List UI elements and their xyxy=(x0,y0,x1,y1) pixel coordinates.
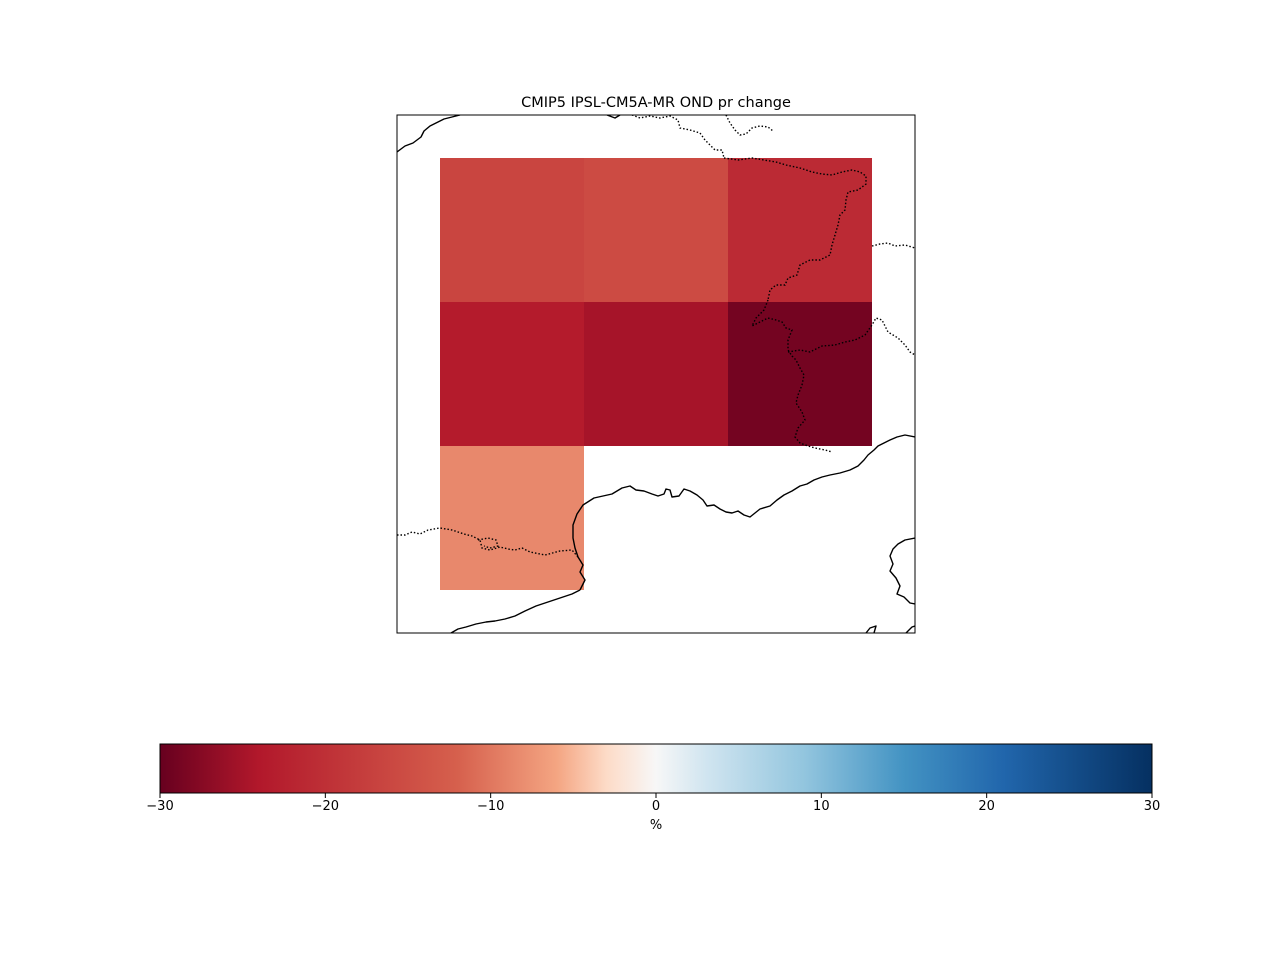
colorbar-tick-label: −20 xyxy=(312,799,339,814)
colorbar-tick-label: −10 xyxy=(477,799,504,814)
coastline-sardinia xyxy=(865,625,877,633)
grid-cell-r1-c0 xyxy=(440,302,584,446)
map-title: CMIP5 IPSL-CM5A-MR OND pr change xyxy=(521,95,791,111)
border-switzerland-italy xyxy=(787,317,915,356)
colorbar-tick-label: 30 xyxy=(1144,799,1161,814)
coastline-gulf-of-lion xyxy=(572,434,915,591)
border-andorra xyxy=(477,537,499,549)
colorbar-tick-label: 20 xyxy=(978,799,995,814)
map-axes xyxy=(396,114,916,634)
grid-cell-r0-c2 xyxy=(728,158,872,302)
grid-cell-r0-c1 xyxy=(584,158,728,302)
colorbar-gradient-bar xyxy=(160,744,1152,793)
coastline-english-channel xyxy=(397,115,461,153)
coastline-spain xyxy=(450,589,581,633)
grid-cell-r0-c0 xyxy=(440,158,584,302)
grid-cell-r1-c2 xyxy=(728,302,872,446)
grid-cells xyxy=(440,158,872,590)
map-lines xyxy=(397,115,915,633)
grid-cell-r1-c1 xyxy=(584,302,728,446)
border-belgium xyxy=(631,115,725,159)
border-france-spain xyxy=(397,527,579,558)
coastline xyxy=(397,115,915,633)
country-borders xyxy=(397,115,915,558)
colorbar-label: % xyxy=(650,818,662,833)
colorbar-tick-label: −30 xyxy=(146,799,173,814)
border-germany-austria xyxy=(871,242,915,249)
border-france-germany xyxy=(723,157,867,301)
border-france-switzerland xyxy=(750,299,833,453)
colorbar-ticks: −30 −20 −10 0 10 20 30 xyxy=(146,793,1160,814)
colorbar: −30 −20 −10 0 10 20 30 % xyxy=(146,743,1160,833)
map-frame xyxy=(396,114,916,634)
coastline-uk-corner xyxy=(606,115,621,119)
colorbar-tick-label: 10 xyxy=(813,799,830,814)
coastline-elba xyxy=(905,625,915,633)
coastline-corsica xyxy=(889,537,915,605)
grid-cell-r2-c0 xyxy=(440,446,584,590)
colorbar-tick-label: 0 xyxy=(652,799,660,814)
border-germany-north xyxy=(725,115,774,136)
